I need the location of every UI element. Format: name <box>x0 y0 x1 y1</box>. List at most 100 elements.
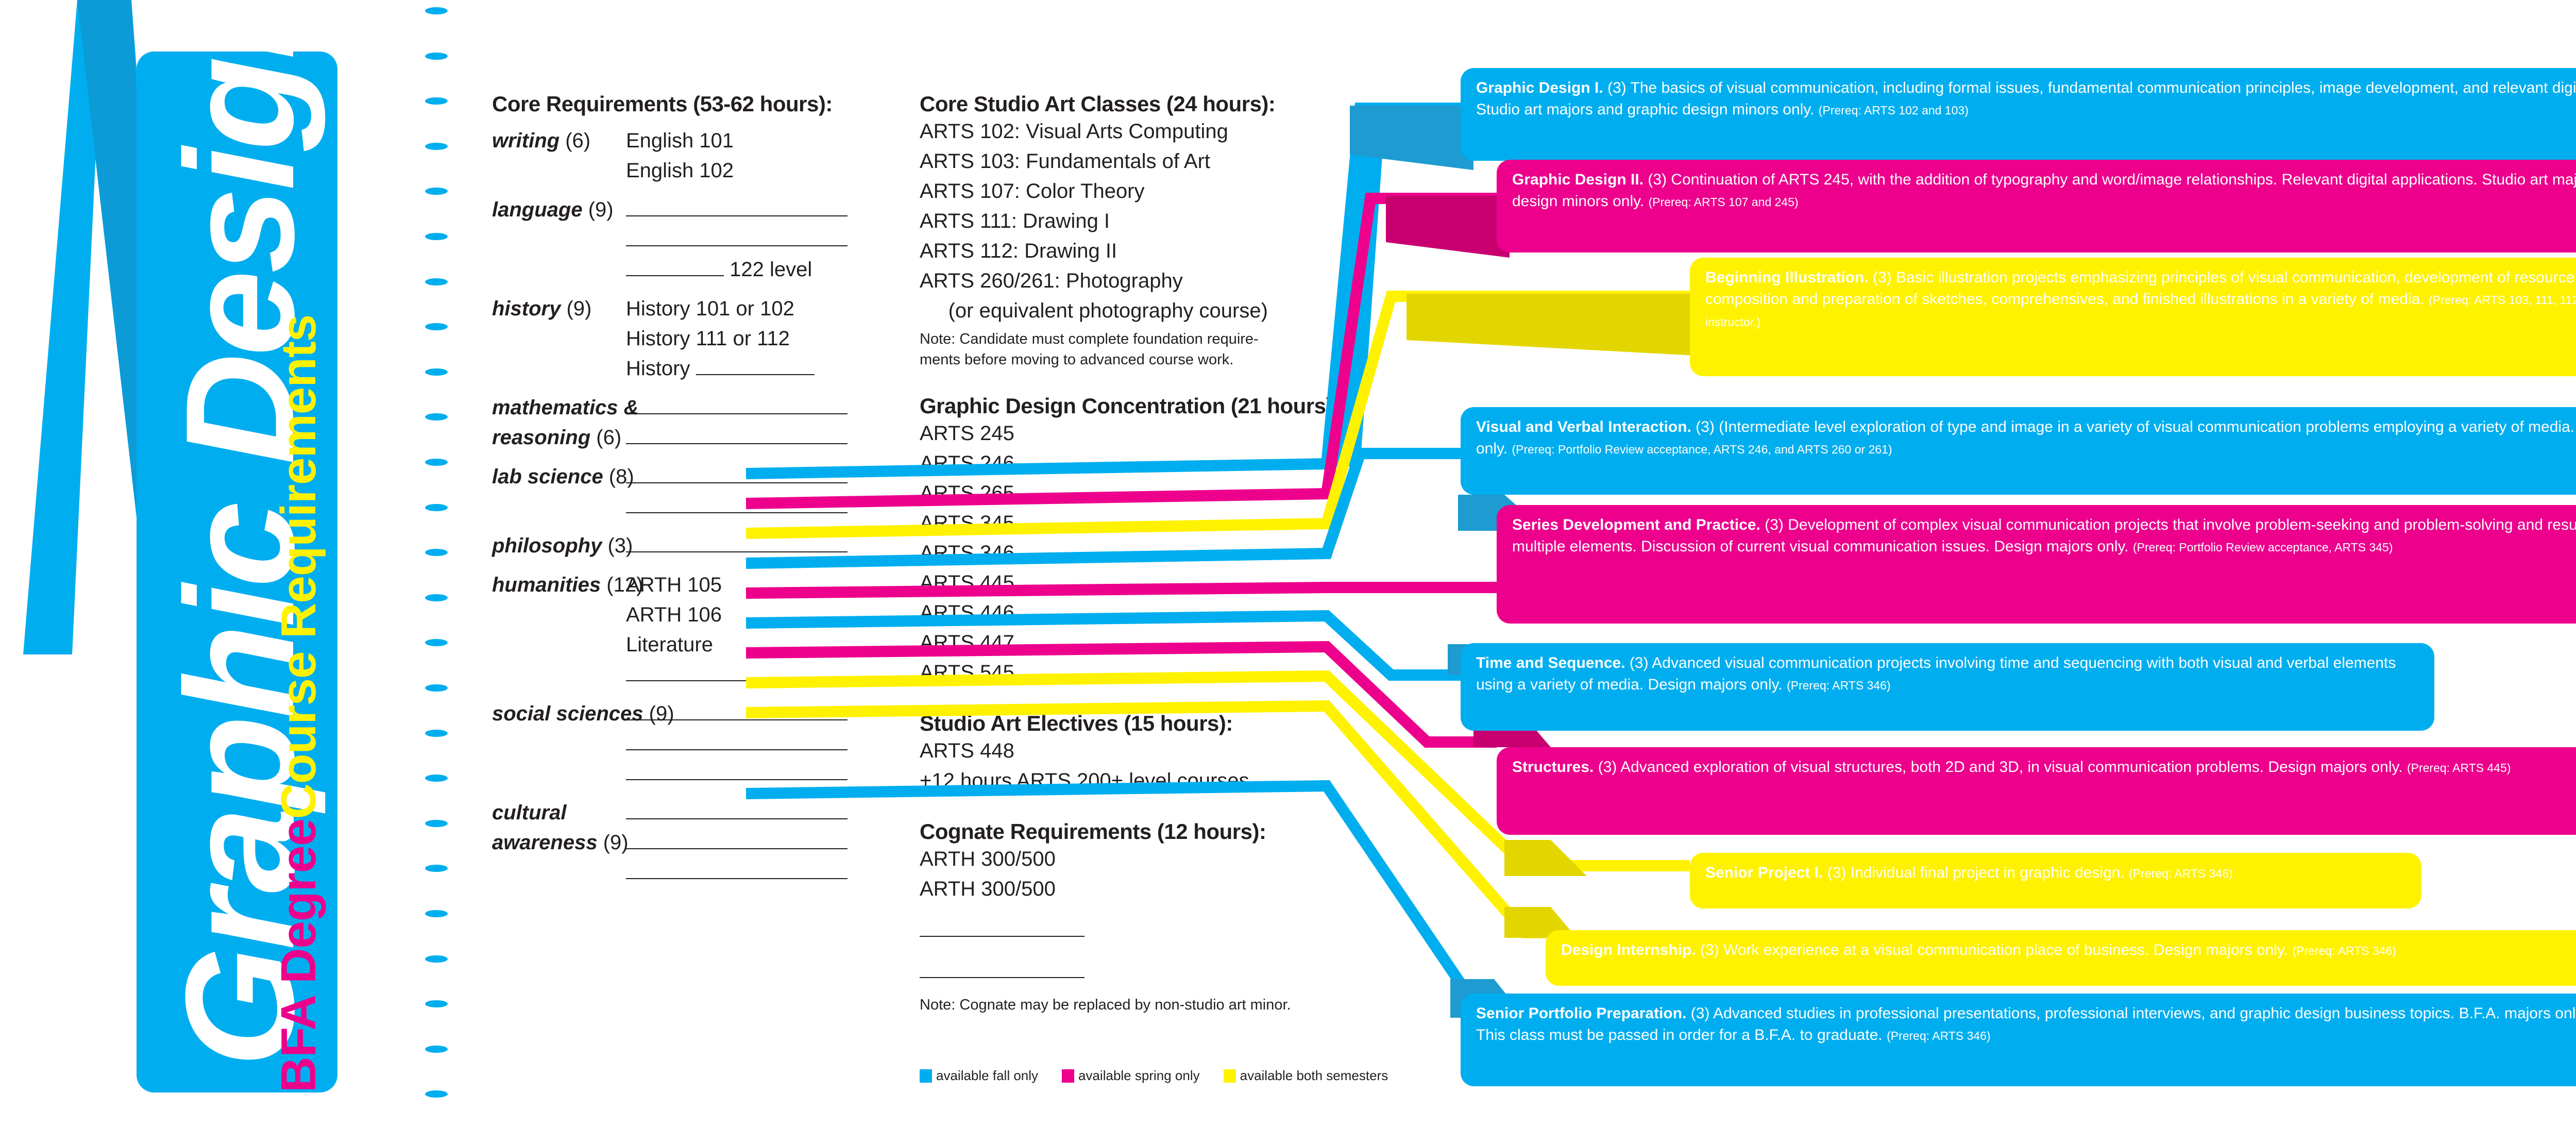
core-requirement-row: philosophy (3) <box>492 531 884 561</box>
course-description-prereq: (Prereq: ARTS 107 and 245) <box>1648 195 1799 209</box>
core-requirement-row: mathematics & reasoning (6) <box>492 393 884 452</box>
studio-elective-course: ARTS 448 <box>920 739 1014 762</box>
divider-dot <box>425 729 448 737</box>
page-subtitle: BFA Degree Course Requirements <box>268 309 330 1092</box>
title-block: Graphic Design <box>137 52 337 1092</box>
course-description-title: Senior Project I. <box>1705 864 1823 881</box>
core-requirement-blank: 122 level <box>626 255 884 284</box>
divider-dot <box>425 955 448 963</box>
divider-dot <box>425 459 448 466</box>
divider-dot <box>425 142 448 150</box>
studio-elective-course: +12 hours ARTS 200+ level courses <box>920 769 1249 792</box>
legend-item: available fall only <box>920 1068 1038 1084</box>
course-description-box: Design Internship. (3) Work experience a… <box>1546 930 2576 986</box>
divider-dot <box>425 278 448 285</box>
core-requirement-row: language (9) 122 level <box>492 195 884 284</box>
divider-dot <box>425 188 448 195</box>
course-description-box: Time and Sequence. (3) Advanced visual c… <box>1461 643 2434 731</box>
divider-dot <box>425 910 448 917</box>
core-studio-course: ARTS 102: Visual Arts Computing <box>920 120 1228 143</box>
core-requirement-values <box>626 393 884 452</box>
core-requirement-row: writing (6) English 101 English 102 <box>492 126 884 186</box>
core-requirement-row: history (9) History 101 or 102 History 111… <box>492 294 884 383</box>
concentration-course: ARTS 246 <box>920 452 1014 475</box>
core-requirement-values <box>626 462 884 521</box>
concentration-course: ARTS 447 <box>920 631 1014 654</box>
cognate-course: ARTH 300/500 <box>920 848 1056 870</box>
course-description-credits: (3) <box>1873 269 1892 286</box>
cognate-blank-lines <box>920 915 1342 986</box>
core-requirement-row: cultural awareness (9) <box>492 798 884 887</box>
course-description-body: Advanced studies in professional present… <box>1476 1005 2576 1044</box>
course-description-credits: (3) <box>1765 516 1784 533</box>
core-requirement-blank <box>626 195 884 225</box>
course-description-title: Series Development and Practice. <box>1512 516 1760 533</box>
course-description-body: Advanced exploration of visual structure… <box>1620 759 2403 776</box>
course-description-title: Graphic Design I. <box>1476 79 1603 96</box>
core-requirement-label: humanities (12) <box>492 574 643 596</box>
course-description-prereq: (Prereq: ARTS 346) <box>1887 1029 1991 1042</box>
cognate-blank-line <box>920 915 1342 945</box>
course-description-body: (Intermediate level exploration of type … <box>1476 418 2576 457</box>
course-description-prereq: (Prereq: ARTS 102 and 103) <box>1818 104 1969 117</box>
concentration-course: ARTS 446 <box>920 601 1014 624</box>
concentration-course: ARTS 345 <box>920 512 1014 534</box>
core-requirement-values: English 101 English 102 <box>626 126 884 186</box>
core-requirements-rows: writing (6) English 101 English 102 languag… <box>492 126 884 887</box>
core-requirement-blank <box>626 492 884 521</box>
course-description-title: Graphic Design II. <box>1512 171 1644 188</box>
cognate-course: ARTH 300/500 <box>920 878 1056 900</box>
legend-color-swatch <box>1062 1069 1075 1083</box>
core-requirement-blank <box>626 225 884 255</box>
core-requirement-values: History 101 or 102 History 111 or 112 Hist… <box>626 294 884 383</box>
course-description-box: Graphic Design I. (3) The basics of visu… <box>1461 68 2576 161</box>
core-requirement-row: humanities (12) ARTH 105 ARTH 106 Literatur… <box>492 570 884 689</box>
core-requirement-label: writing (6) <box>492 129 591 152</box>
studio-electives-list: ARTS 448 +12 hours ARTS 200+ level course… <box>920 736 1342 796</box>
legend-label: available both semesters <box>1240 1068 1388 1083</box>
core-requirement-blank <box>626 759 884 788</box>
core-requirement-label: language (9) <box>492 198 614 221</box>
course-description-credits: (3) <box>1827 864 1846 881</box>
core-requirement-value: ARTH 105 <box>626 574 722 596</box>
course-description-body: Development of complex visual communicat… <box>1512 516 2576 555</box>
concentration-course-list: ARTS 245 ARTS 246 ARTS 265 ARTS 345 ARTS 346… <box>920 418 1342 687</box>
course-description-title: Time and Sequence. <box>1476 654 1625 671</box>
core-requirement-values <box>626 798 884 887</box>
subtitle-wrap: BFA Degree Course Requirements <box>268 309 330 1092</box>
core-requirement-values: 122 level <box>626 195 884 284</box>
cognate-heading: Cognate Requirements (12 hours): <box>920 819 1266 844</box>
divider-dot <box>425 323 448 331</box>
course-description-prereq: (Prereq: ARTS 346) <box>1787 679 1891 692</box>
course-description-body: Advanced visual communication projects i… <box>1476 654 2396 693</box>
legend-color-swatch <box>1223 1069 1236 1083</box>
divider-dot <box>425 368 448 376</box>
legend-item: available both semesters <box>1223 1068 1388 1084</box>
course-description-body: Continuation of ARTS 245, with the addit… <box>1512 171 2576 210</box>
concentration-course: ARTS 346 <box>920 542 1014 564</box>
cognate-course-list: ARTH 300/500 ARTH 300/500 <box>920 844 1342 904</box>
course-description-prereq: (Prereq: Portfolio Review acceptance, AR… <box>2132 541 2393 554</box>
core-studio-course: ARTS 107: Color Theory <box>920 180 1145 203</box>
course-description-prereq: (Prereq: ARTS 346) <box>2292 944 2397 957</box>
course-description-credits: (3) <box>1607 79 1626 96</box>
core-requirement-blank <box>626 828 884 857</box>
core-requirement-value: History 111 or 112 <box>626 327 790 350</box>
cognate-note: Note: Cognate may be replaced by non-stu… <box>920 997 1291 1013</box>
divider-dot <box>425 503 448 511</box>
core-studio-note-line1: Note: Candidate must complete foundation… <box>920 331 1259 347</box>
course-description-body: Basic illustration projects emphasizing … <box>1705 269 2576 308</box>
course-description-box: Beginning Illustration. (3) Basic illust… <box>1690 258 2576 376</box>
divider-dot <box>425 819 448 827</box>
core-requirement-blank <box>626 798 884 828</box>
core-requirements-column: Core Requirements (53-62 hours): writing… <box>492 92 884 887</box>
core-requirement-blank <box>626 462 884 492</box>
semester-availability-legend: available fall only available spring only… <box>920 1068 1406 1084</box>
core-studio-heading: Core Studio Art Classes (24 hours): <box>920 92 1276 116</box>
course-description-title: Design Internship. <box>1561 941 1696 958</box>
concentration-heading: Graphic Design Concentration (21 hours): <box>920 394 1340 418</box>
course-description-title: Visual and Verbal Interaction. <box>1476 418 1691 435</box>
core-studio-course-list: ARTS 102: Visual Arts Computing ARTS 103:… <box>920 116 1342 326</box>
studio-electives-heading: Studio Art Electives (15 hours): <box>920 711 1233 735</box>
